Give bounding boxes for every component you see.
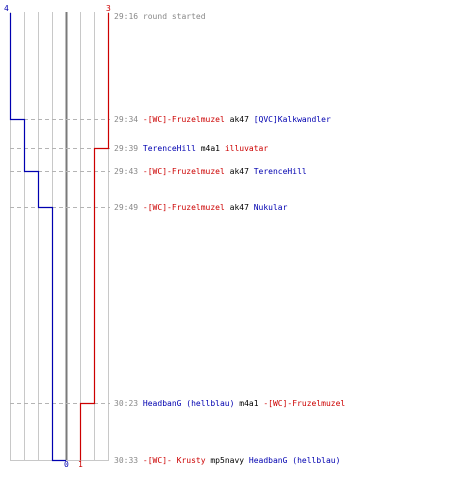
blue-team-line <box>9 13 66 462</box>
victim-name: [QVC]Kalkwandler <box>254 115 331 124</box>
red-count-top: 3 <box>106 4 111 13</box>
event-text: round started <box>143 12 206 21</box>
event-time: 29:34 <box>114 115 138 124</box>
killer-name: -[WC]-Fruzelmuzel <box>143 203 225 212</box>
killer-name: -[WC]-Fruzelmuzel <box>143 167 225 176</box>
victim-name: illuvatar <box>225 144 269 153</box>
event-log: 29:16 round started 29:34 -[WC]-Fruzelmu… <box>114 12 345 465</box>
event-time: 29:39 <box>114 144 138 153</box>
victim-name: TerenceHill <box>254 167 307 176</box>
weapon: ak47 <box>225 115 254 124</box>
event-time: 29:16 <box>114 12 138 21</box>
event-row: 30:33 -[WC]- Krusty mp5navy HeadbanG (he… <box>114 456 340 465</box>
weapon: mp5navy <box>206 456 249 465</box>
event-row: 29:43 -[WC]-Fruzelmuzel ak47 TerenceHill <box>114 167 307 176</box>
event-time: 30:23 <box>114 399 138 408</box>
event-time: 29:49 <box>114 203 138 212</box>
red-team-line <box>79 13 110 461</box>
killer-name: TerenceHill <box>143 144 196 153</box>
event-row: 29:39 TerenceHill m4a1 illuvatar <box>114 144 268 153</box>
event-row: 29:16 round started <box>114 12 206 21</box>
weapon: ak47 <box>225 203 254 212</box>
blue-count-bottom: 0 <box>64 460 69 469</box>
event-row: 29:34 -[WC]-Fruzelmuzel ak47 [QVC]Kalkwa… <box>114 115 331 124</box>
event-guides <box>10 119 110 404</box>
victim-name: Nukular <box>254 203 288 212</box>
weapon: m4a1 <box>196 144 225 153</box>
killer-name: HeadbanG (hellblau) <box>143 399 235 408</box>
event-time: 29:43 <box>114 167 138 176</box>
blue-count-top: 4 <box>4 4 9 13</box>
killer-name: -[WC]- Krusty <box>143 456 206 465</box>
event-time: 30:33 <box>114 456 138 465</box>
event-row: 30:23 HeadbanG (hellblau) m4a1 -[WC]-Fru… <box>114 399 345 408</box>
victim-name: -[WC]-Fruzelmuzel <box>263 399 345 408</box>
weapon: m4a1 <box>234 399 263 408</box>
weapon: ak47 <box>225 167 254 176</box>
event-row: 29:49 -[WC]-Fruzelmuzel ak47 Nukular <box>114 203 288 212</box>
killer-name: -[WC]-Fruzelmuzel <box>143 115 225 124</box>
victim-name: HeadbanG (hellblau) <box>249 456 341 465</box>
red-count-bottom: 1 <box>78 460 83 469</box>
